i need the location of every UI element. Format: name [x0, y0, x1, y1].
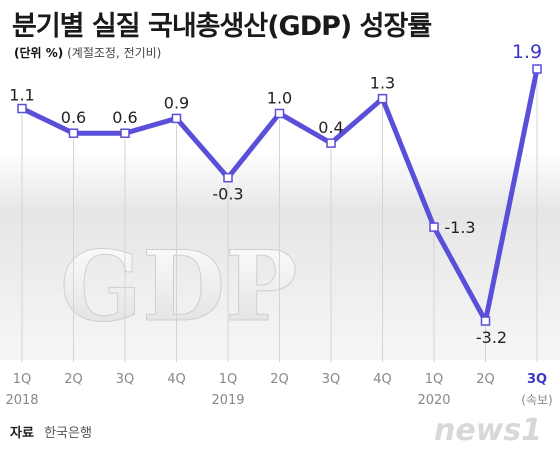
- value-label: 1.0: [267, 88, 292, 107]
- year-label: 2020: [417, 393, 450, 408]
- news1-logo-text: news1: [434, 413, 542, 448]
- x-axis-tick-labels: 1Q 2Q 3Q 4Q 1Q 2Q 3Q 4Q 1Q 2Q 3Q: [13, 372, 547, 387]
- page-title: 분기별 실질 국내총생산(GDP) 성장률: [12, 11, 432, 42]
- data-point: [532, 64, 542, 74]
- data-point: [68, 128, 79, 138]
- data-point: [480, 316, 491, 326]
- unit-note: (계절조정, 전기비): [67, 46, 162, 60]
- value-label: 0.4: [318, 118, 343, 137]
- unit-caption: (단위 %) (계절조정, 전기비): [14, 44, 161, 61]
- source-label: 자료: [10, 426, 34, 441]
- x-tick-label: 4Q: [373, 372, 392, 387]
- x-tick-label: 3Q: [322, 372, 341, 387]
- source-caption: 자료 한국은행: [10, 422, 92, 441]
- value-label: -1.3: [444, 218, 475, 237]
- x-tick-label: 3Q: [527, 372, 547, 387]
- value-label: -3.2: [476, 328, 507, 347]
- value-labels: 1.1 0.6 0.6 0.9 -0.3 1.0 0.4 1.3 -1.3 -3.2 1.9: [9, 41, 542, 347]
- year-labels: 2018 2019 2020 (속보): [5, 393, 552, 408]
- data-point: [17, 103, 27, 114]
- unit-label: (단위 %): [14, 46, 64, 60]
- source-value: 한국은행: [44, 426, 92, 441]
- x-tick-label: 2Q: [270, 372, 289, 387]
- value-label: -0.3: [212, 185, 243, 204]
- x-tick-label: 2Q: [64, 372, 83, 387]
- value-label: 1.9: [512, 41, 542, 63]
- value-label: 0.6: [112, 108, 137, 127]
- data-point: [274, 108, 285, 119]
- data-point: [120, 128, 130, 138]
- year-label: 2019: [211, 393, 244, 408]
- x-tick-label: 2Q: [476, 372, 495, 387]
- x-tick-label: 1Q: [425, 372, 444, 387]
- data-point: [326, 138, 336, 148]
- year-label: 2018: [5, 393, 38, 408]
- x-tick-label: 3Q: [116, 372, 135, 387]
- value-label: 0.9: [164, 93, 189, 112]
- value-label: 1.3: [370, 74, 395, 93]
- data-points: [17, 64, 542, 326]
- value-label: 0.6: [61, 108, 86, 127]
- x-tick-label: 1Q: [13, 372, 32, 387]
- value-label: 1.1: [9, 86, 34, 105]
- data-point: [171, 113, 182, 124]
- x-tick-label: 4Q: [167, 372, 186, 387]
- x-tick-label: 1Q: [219, 372, 238, 387]
- highlight-note: (속보): [521, 393, 552, 407]
- gdp-watermark: GDP: [60, 230, 297, 343]
- data-point: [223, 172, 233, 183]
- data-point: [429, 222, 439, 232]
- vertical-guides: [21, 75, 538, 362]
- news1-logo: news1: [434, 413, 542, 448]
- data-point: [377, 93, 388, 104]
